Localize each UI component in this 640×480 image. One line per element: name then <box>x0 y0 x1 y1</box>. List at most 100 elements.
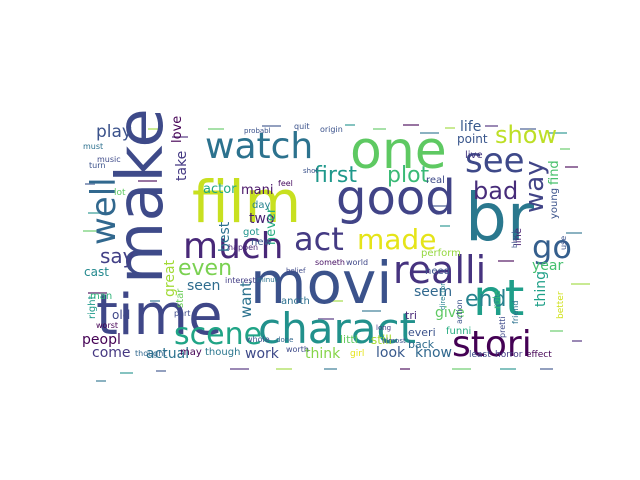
cloud-word-right: right <box>87 295 98 319</box>
tiny-word-mark <box>262 125 281 127</box>
tiny-word-mark <box>150 300 160 302</box>
cloud-word-point: point <box>457 132 488 146</box>
cloud-word-say: say <box>100 244 135 268</box>
cloud-word-back: back <box>408 338 435 351</box>
cloud-word-thought: thought <box>135 349 166 358</box>
tiny-word-mark <box>88 212 101 214</box>
tiny-word-mark <box>520 128 536 130</box>
cloud-word-black: black <box>511 228 519 248</box>
cloud-word-good: good <box>336 170 456 226</box>
cloud-word-realli: realli <box>393 248 486 292</box>
cloud-word-make: make <box>104 108 178 284</box>
cloud-word-director: director <box>439 283 447 310</box>
tiny-word-mark <box>560 148 570 150</box>
cloud-word-minut: minut <box>257 276 278 284</box>
cloud-word-worth: worth <box>286 345 309 354</box>
cloud-word-go: go <box>532 228 572 266</box>
cloud-word-tri: tri <box>405 309 417 322</box>
cloud-word-shot: shot <box>303 167 318 175</box>
cloud-word-work: work <box>245 346 280 362</box>
cloud-word-love: love <box>170 116 185 143</box>
cloud-word-everi: everi <box>408 326 436 339</box>
tiny-word-mark <box>540 368 553 370</box>
cloud-word-effect: effect <box>526 350 552 360</box>
cloud-word-never: never <box>264 207 279 245</box>
cloud-word-new: new <box>251 237 272 248</box>
cloud-word-life: life <box>460 119 481 135</box>
cloud-word-charact: charact <box>258 304 416 353</box>
cloud-word-mani: mani <box>241 183 273 198</box>
cloud-word-see: see <box>465 141 525 181</box>
cloud-word-bad: bad <box>473 177 518 205</box>
cloud-word-peopl: peopl <box>82 332 121 348</box>
tiny-word-mark <box>498 260 514 262</box>
cloud-word-think: think <box>305 346 341 362</box>
cloud-word-live: live <box>465 150 483 161</box>
cloud-word-worst: worst <box>96 321 118 330</box>
tiny-word-mark <box>318 318 334 320</box>
cloud-word-pretti: pretti <box>498 316 507 338</box>
cloud-word-want: want <box>237 281 255 318</box>
cloud-word-actual: actual <box>146 346 189 362</box>
tiny-word-mark <box>565 166 578 168</box>
tiny-word-mark <box>500 368 516 370</box>
cloud-word-cast: cast <box>84 265 109 279</box>
tiny-word-mark <box>276 368 292 370</box>
tiny-word-mark <box>548 132 567 134</box>
cloud-word-seen: seen <box>187 278 220 294</box>
cloud-word-least: least <box>469 350 491 360</box>
cloud-word-almost: almost <box>382 337 406 345</box>
tiny-word-mark <box>403 124 419 126</box>
cloud-word-old: old <box>112 308 130 322</box>
cloud-word-well: well <box>84 177 124 245</box>
cloud-word-littl: littl <box>340 333 358 346</box>
tiny-word-mark <box>566 232 582 234</box>
cloud-word-way: way <box>520 160 550 213</box>
cloud-word-one: one <box>350 121 447 181</box>
tiny-word-mark <box>208 128 224 130</box>
cloud-word-plot: plot <box>387 163 430 188</box>
tiny-word-mark <box>96 380 106 382</box>
cloud-word-line: line <box>513 228 524 246</box>
cloud-word-thing: thing <box>533 271 549 307</box>
cloud-word-friend: friend <box>511 301 520 324</box>
cloud-word-done: done <box>276 336 293 344</box>
cloud-word-much: much <box>183 226 284 267</box>
cloud-word-time: time <box>96 283 223 348</box>
cloud-word-great: great <box>162 259 178 297</box>
cloud-word-show: show <box>495 121 557 149</box>
tiny-word-mark <box>156 370 166 372</box>
cloud-word-funni: funni <box>446 326 471 337</box>
tiny-word-mark <box>83 230 99 232</box>
cloud-word-quit: quit <box>294 122 310 131</box>
tiny-word-mark <box>485 125 498 127</box>
tiny-word-mark <box>430 205 449 207</box>
tiny-word-mark <box>172 136 188 138</box>
cloud-word-end: end <box>465 287 506 312</box>
tiny-word-mark <box>138 180 157 182</box>
cloud-word-find: find <box>547 160 562 185</box>
tiny-word-mark <box>440 225 450 227</box>
cloud-word-first: first <box>314 163 357 188</box>
cloud-word-take: take <box>174 151 190 181</box>
cloud-word-must: must <box>83 142 103 151</box>
tiny-word-mark <box>550 330 563 332</box>
cloud-word-day: day <box>252 200 270 211</box>
cloud-word-watch: watch <box>205 126 313 167</box>
tiny-word-mark <box>345 124 355 126</box>
tiny-word-mark <box>324 368 337 370</box>
cloud-word-probabl: probabl <box>244 127 271 135</box>
cloud-word-perform: perform <box>421 248 461 259</box>
tiny-word-mark <box>362 310 381 312</box>
cloud-word-may: may <box>180 347 202 358</box>
cloud-word-even: even <box>178 256 232 281</box>
tiny-word-mark <box>571 283 590 285</box>
cloud-word-star: star <box>175 288 186 308</box>
cloud-word-movi: movi <box>250 249 392 317</box>
tiny-word-mark <box>452 368 471 370</box>
tiny-word-mark <box>120 372 133 374</box>
cloud-word-world: world <box>346 258 368 267</box>
cloud-word-seem: seem <box>414 284 452 300</box>
cloud-word-year: year <box>532 258 563 274</box>
